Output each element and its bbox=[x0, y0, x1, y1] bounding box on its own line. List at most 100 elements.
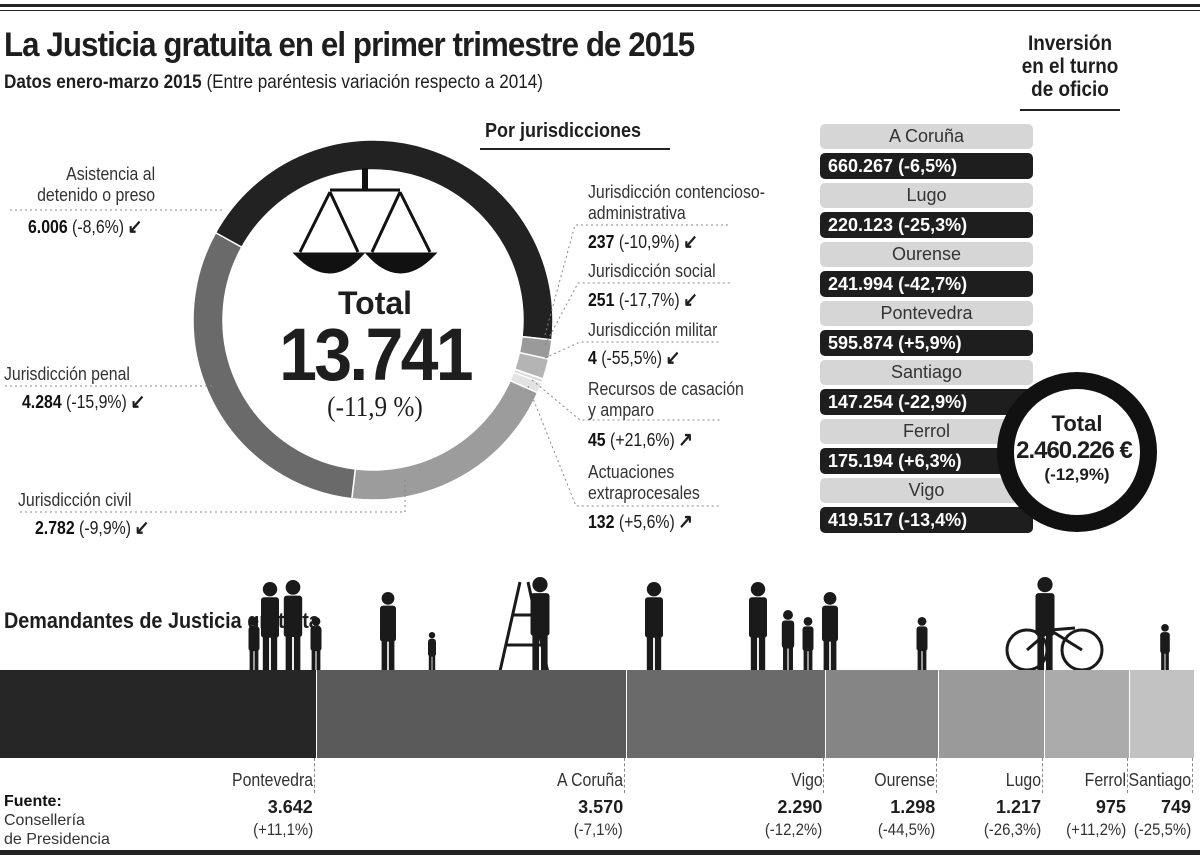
value: 45 bbox=[588, 430, 606, 450]
label-line: Asistencia al bbox=[66, 164, 155, 184]
bar-change: (+11,2%) bbox=[1065, 820, 1126, 839]
bar-change: (-44,5%) bbox=[877, 820, 936, 839]
bar-leader bbox=[1126, 758, 1128, 793]
bar-change: (-12,2%) bbox=[764, 820, 823, 839]
bubble-underline bbox=[480, 148, 670, 150]
investment-city-value: 660.267 (-6,5%) bbox=[820, 153, 1033, 179]
investment-city-name: Ourense bbox=[820, 242, 1033, 267]
page-title: La Justicia gratuita en el primer trimes… bbox=[4, 26, 695, 64]
bar-leader bbox=[1042, 758, 1044, 793]
value: 237 bbox=[588, 232, 615, 252]
investment-total: Total 2.460.226 € (-12,9%) bbox=[997, 372, 1157, 532]
value-militar: 4 (-55,5%) ↙ bbox=[588, 345, 680, 370]
title-line: de oficio bbox=[1031, 78, 1109, 101]
label-asistencia: Asistencia al detenido o preso bbox=[37, 164, 155, 206]
investment-city-name: Santiago bbox=[820, 360, 1033, 385]
investment-city-value: 147.254 (-22,9%) bbox=[820, 389, 1033, 415]
top-rule-thin bbox=[0, 10, 1200, 11]
investment-city-name: Lugo bbox=[820, 183, 1033, 208]
subtitle-bold: Datos enero-marzo 2015 bbox=[4, 72, 202, 93]
total-change: (-12,9%) bbox=[1044, 465, 1110, 484]
bottom-rule bbox=[0, 850, 1200, 855]
label-line: administrativa bbox=[588, 203, 686, 223]
bar-change: (-25,5%) bbox=[1133, 820, 1191, 839]
value-penal: 4.284 (-15,9%) ↙ bbox=[22, 389, 145, 414]
total-value: 2.460.226 € bbox=[1016, 437, 1133, 464]
bar-leader bbox=[1192, 758, 1193, 793]
scales-icon bbox=[292, 168, 438, 274]
person-silhouette-icon bbox=[645, 582, 663, 672]
leader-lines bbox=[5, 209, 730, 513]
value: 2.782 bbox=[35, 518, 75, 538]
label-civil: Jurisdicción civil bbox=[18, 490, 132, 510]
person-silhouette-icon bbox=[310, 617, 322, 672]
bar-segment-6 bbox=[1129, 670, 1195, 758]
label-line: Jurisdicción contencioso- bbox=[588, 182, 765, 202]
label-social: Jurisdicción social bbox=[588, 261, 716, 281]
bar-change: (-26,3%) bbox=[983, 820, 1042, 839]
investment-city-name: Vigo bbox=[820, 478, 1033, 503]
ladder-icon bbox=[496, 581, 552, 683]
bar-segment-3 bbox=[826, 670, 940, 758]
bar-value: 975 bbox=[1095, 797, 1126, 817]
person-silhouette-icon bbox=[1035, 577, 1055, 672]
top-rule bbox=[0, 4, 1200, 7]
arrow-down-icon: ↙ bbox=[130, 391, 146, 413]
bar-leader bbox=[936, 758, 938, 793]
value-contencioso: 237 (-10,9%) ↙ bbox=[588, 229, 698, 254]
person-silhouette-icon bbox=[802, 617, 814, 672]
change: (+21,6%) bbox=[610, 430, 675, 450]
bar-label: Vigo bbox=[790, 770, 823, 790]
value: 4 bbox=[588, 348, 597, 368]
investment-city-value: 595.874 (+5,9%) bbox=[820, 330, 1033, 356]
arrow-down-icon: ↙ bbox=[134, 517, 150, 539]
value: 251 bbox=[588, 290, 615, 310]
label-penal: Jurisdicción penal bbox=[4, 364, 130, 384]
source-label: Fuente: bbox=[4, 793, 62, 810]
change: (+5,6%) bbox=[618, 512, 675, 532]
bar-label: Ourense bbox=[874, 770, 936, 790]
investment-title: Inversión en el turno de oficio bbox=[1007, 32, 1133, 101]
investment-city-name: A Coruña bbox=[820, 124, 1033, 149]
person-silhouette-icon bbox=[916, 617, 928, 672]
arrow-up-icon: ↗ bbox=[678, 511, 694, 533]
bar-leader bbox=[823, 758, 825, 793]
section-title-jurisdictions: Por jurisdicciones bbox=[485, 120, 642, 142]
arrow-up-icon: ↗ bbox=[678, 429, 694, 451]
change: (-8,6%) bbox=[72, 217, 124, 237]
value: 132 bbox=[588, 512, 615, 532]
arrow-down-icon: ↙ bbox=[665, 347, 681, 369]
bar-label: Santiago bbox=[1128, 770, 1191, 790]
bicycle-icon bbox=[1005, 626, 1104, 672]
change: (-15,9%) bbox=[66, 392, 127, 412]
bar-label: Pontevedra bbox=[231, 770, 313, 790]
bar-segment-2 bbox=[627, 670, 827, 758]
donut-total: 13.741 bbox=[279, 313, 473, 396]
value-extra: 132 (+5,6%) ↗ bbox=[588, 509, 693, 534]
label-line: Recursos de casación bbox=[588, 379, 744, 399]
subtitle: Datos enero-marzo 2015 (Entre paréntesis… bbox=[4, 72, 543, 94]
arrow-down-icon: ↙ bbox=[127, 216, 143, 238]
person-silhouette-icon bbox=[428, 632, 436, 672]
bar-leader bbox=[313, 758, 315, 793]
change: (-10,9%) bbox=[618, 232, 680, 252]
bar-value: 749 bbox=[1160, 797, 1191, 817]
value: 4.284 bbox=[22, 392, 62, 412]
bubble-underline bbox=[1020, 109, 1120, 111]
bar-change: (-7,1%) bbox=[574, 820, 624, 839]
source-line: Consellería bbox=[4, 812, 85, 829]
investment-city-value: 220.123 (-25,3%) bbox=[820, 212, 1033, 238]
bar-segment-1 bbox=[316, 670, 628, 758]
bar-change: (+11,1%) bbox=[252, 820, 313, 839]
bar-segment-5 bbox=[1045, 670, 1130, 758]
person-silhouette-icon bbox=[749, 582, 767, 672]
arrow-down-icon: ↙ bbox=[683, 289, 698, 311]
person-silhouette-icon bbox=[822, 592, 838, 672]
value-civil: 2.782 (-9,9%) ↙ bbox=[35, 515, 149, 540]
bar-leader bbox=[624, 758, 626, 793]
label-line: y amparo bbox=[588, 400, 655, 420]
subtitle-note: (Entre paréntesis variación respecto a 2… bbox=[206, 72, 543, 93]
value-casacion: 45 (+21,6%) ↗ bbox=[588, 427, 693, 452]
change: (-55,5%) bbox=[601, 348, 662, 368]
title-line: Inversión bbox=[1027, 32, 1113, 55]
